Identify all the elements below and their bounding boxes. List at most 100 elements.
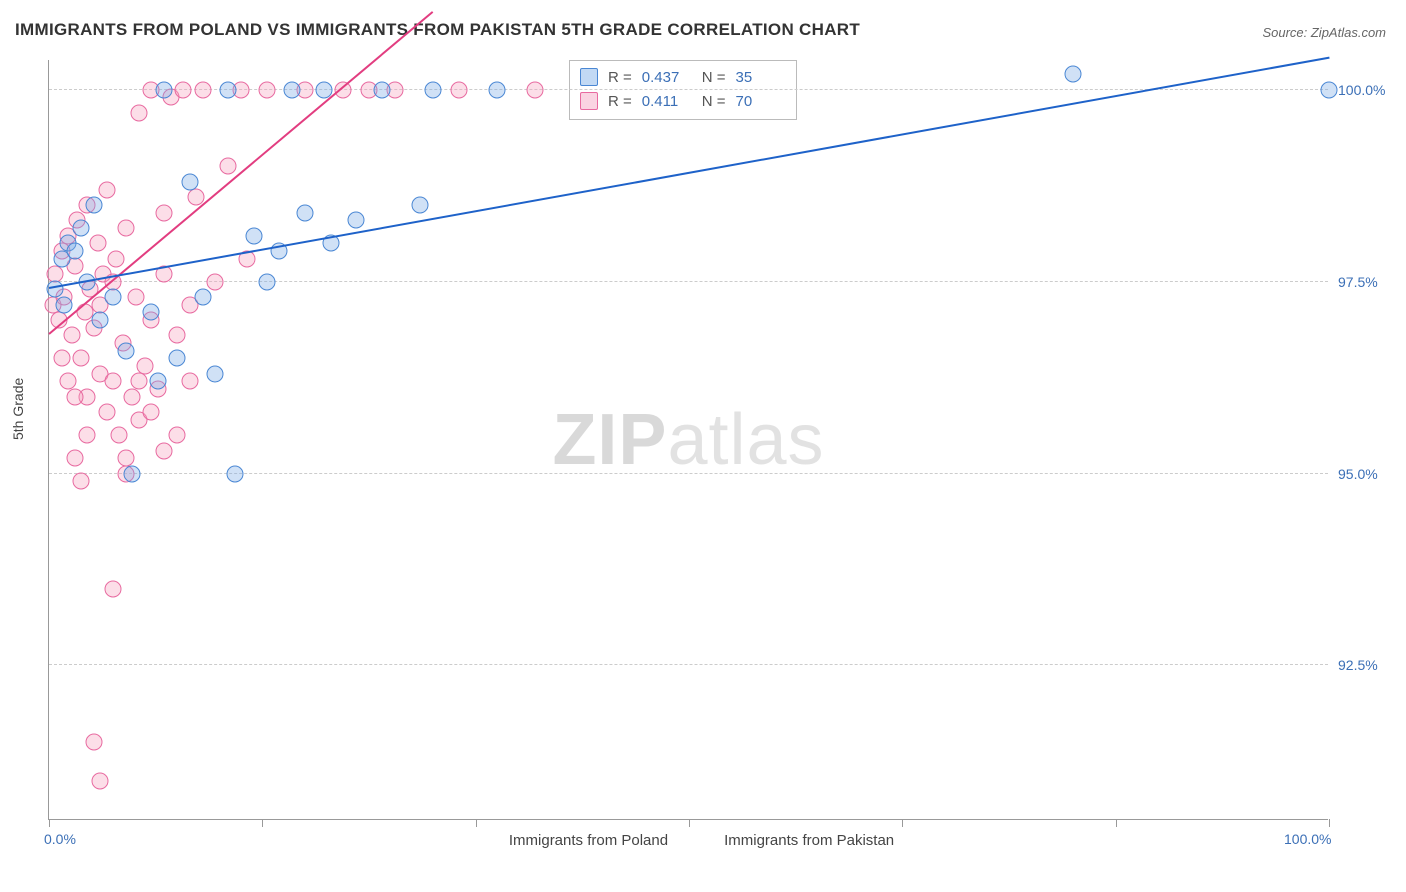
n-value-a: 35	[736, 69, 786, 86]
data-point	[284, 81, 301, 98]
n-value-b: 70	[736, 93, 786, 110]
data-point	[175, 81, 192, 98]
data-point	[425, 81, 442, 98]
legend-item-a: Immigrants from Poland	[483, 831, 668, 849]
data-point	[79, 427, 96, 444]
n-label-a: N =	[702, 69, 726, 86]
data-point	[156, 81, 173, 98]
data-point	[348, 212, 365, 229]
data-point	[373, 81, 390, 98]
x-tick	[476, 819, 477, 827]
data-point	[143, 404, 160, 421]
x-tick	[1116, 819, 1117, 827]
data-point	[64, 327, 81, 344]
data-point	[194, 288, 211, 305]
x-tick-label: 100.0%	[1284, 831, 1331, 847]
data-point	[194, 81, 211, 98]
watermark-light: atlas	[667, 400, 824, 480]
y-tick-label: 95.0%	[1338, 466, 1398, 482]
data-point	[207, 365, 224, 382]
data-point	[111, 427, 128, 444]
watermark-bold: ZIP	[552, 400, 667, 480]
y-axis-label: 5th Grade	[10, 378, 26, 440]
y-tick-label: 92.5%	[1338, 657, 1398, 673]
legend-row-b: R = 0.411 N = 70	[580, 89, 786, 113]
data-point	[89, 235, 106, 252]
data-point	[66, 388, 83, 405]
data-point	[47, 281, 64, 298]
swatch-b-icon	[580, 92, 598, 110]
data-point	[489, 81, 506, 98]
data-point	[169, 350, 186, 367]
gridline	[49, 664, 1328, 665]
data-point	[156, 442, 173, 459]
n-label-b: N =	[702, 93, 726, 110]
data-point	[92, 312, 109, 329]
data-point	[527, 81, 544, 98]
legend-item-b: Immigrants from Pakistan	[698, 831, 894, 849]
data-point	[207, 273, 224, 290]
data-point	[297, 204, 314, 221]
legend-row-a: R = 0.437 N = 35	[580, 65, 786, 89]
data-point	[85, 196, 102, 213]
data-point	[412, 196, 429, 213]
legend-swatch-b-icon	[698, 831, 716, 849]
y-tick-label: 97.5%	[1338, 274, 1398, 290]
y-tick-label: 100.0%	[1338, 82, 1398, 98]
data-point	[130, 104, 147, 121]
gridline	[49, 281, 1328, 282]
data-point	[258, 81, 275, 98]
x-tick	[902, 819, 903, 827]
data-point	[220, 81, 237, 98]
series-legend: Immigrants from Poland Immigrants from P…	[49, 831, 1328, 849]
data-point	[226, 465, 243, 482]
data-point	[181, 373, 198, 390]
data-point	[105, 288, 122, 305]
data-point	[124, 465, 141, 482]
data-point	[130, 373, 147, 390]
data-point	[117, 219, 134, 236]
chart-title: IMMIGRANTS FROM POLAND VS IMMIGRANTS FRO…	[15, 20, 860, 40]
x-tick	[49, 819, 50, 827]
correlation-legend: R = 0.437 N = 35 R = 0.411 N = 70	[569, 60, 797, 120]
data-point	[73, 473, 90, 490]
data-point	[92, 772, 109, 789]
data-point	[73, 350, 90, 367]
data-point	[1065, 66, 1082, 83]
swatch-a-icon	[580, 68, 598, 86]
data-point	[98, 404, 115, 421]
data-point	[169, 327, 186, 344]
data-point	[73, 219, 90, 236]
data-point	[169, 427, 186, 444]
r-label-a: R =	[608, 69, 632, 86]
data-point	[53, 350, 70, 367]
data-point	[85, 734, 102, 751]
source-attribution: Source: ZipAtlas.com	[1262, 25, 1386, 40]
data-point	[98, 181, 115, 198]
data-point	[117, 342, 134, 359]
data-point	[156, 204, 173, 221]
x-tick	[262, 819, 263, 827]
data-point	[56, 296, 73, 313]
x-tick	[1329, 819, 1330, 827]
data-point	[105, 373, 122, 390]
r-label-b: R =	[608, 93, 632, 110]
data-point	[66, 242, 83, 259]
r-value-b: 0.411	[642, 93, 692, 110]
legend-swatch-a-icon	[483, 831, 501, 849]
data-point	[181, 173, 198, 190]
data-point	[245, 227, 262, 244]
data-point	[1321, 81, 1338, 98]
trend-line	[48, 11, 433, 335]
data-point	[143, 304, 160, 321]
data-point	[450, 81, 467, 98]
watermark: ZIPatlas	[552, 399, 824, 481]
legend-label-a: Immigrants from Poland	[509, 832, 668, 849]
data-point	[149, 373, 166, 390]
data-point	[128, 288, 145, 305]
data-point	[258, 273, 275, 290]
x-tick-label: 0.0%	[44, 831, 76, 847]
scatter-plot-area: ZIPatlas R = 0.437 N = 35 R = 0.411 N = …	[48, 60, 1328, 820]
r-value-a: 0.437	[642, 69, 692, 86]
legend-label-b: Immigrants from Pakistan	[724, 832, 894, 849]
